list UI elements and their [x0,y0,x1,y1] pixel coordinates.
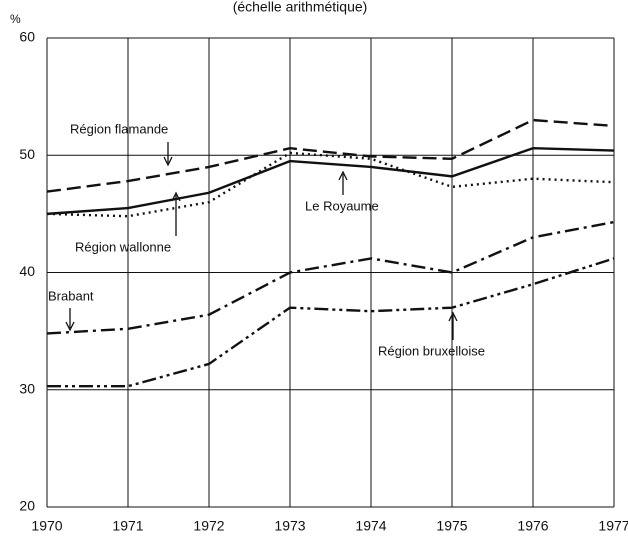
series-annotation: Région flamande [70,121,168,136]
x-tick-label: 1975 [436,518,467,534]
series-annotation: Région wallonne [75,239,171,254]
x-tick-label: 1973 [274,518,305,534]
series-annotation: Le Royaume [305,198,379,213]
series-annotation: Région bruxelloise [378,343,485,358]
y-axis-label: % [10,12,21,26]
x-tick-label: 1974 [355,518,386,534]
series-line [46,151,615,218]
series-line [47,257,615,388]
x-tick-label: 1976 [517,518,548,534]
y-tick-label: 30 [19,380,35,396]
x-tick-label: 1972 [193,518,224,534]
x-tick-label: 1970 [31,518,62,534]
x-tick-label: 1971 [112,518,143,534]
series-annotation: Brabant [48,288,94,303]
y-tick-label: 40 [19,263,35,279]
y-tick-label: 20 [19,498,35,514]
series-line [46,118,615,193]
series-line [46,220,615,335]
chart-title: (échelle arithmétique) [233,0,368,15]
x-tick-label: 1977 [598,518,628,534]
series-line [46,147,615,216]
y-tick-label: 60 [19,29,35,45]
y-tick-label: 50 [19,146,35,162]
